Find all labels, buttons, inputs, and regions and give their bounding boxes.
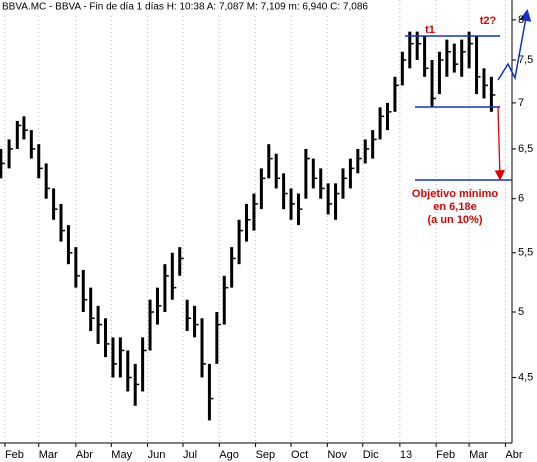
annotation: Objetivo mínimo [412,188,498,200]
x-tick-label: Feb [5,449,24,461]
annotation: t1 [425,24,435,36]
x-tick-label: Nov [327,449,347,461]
y-tick-label: 6 [518,193,524,205]
alt-arrow [497,9,532,81]
header-bg [0,0,390,13]
y-tick-label: 7 [518,97,524,109]
x-tick-label: Jun [148,449,166,461]
x-tick-label: 13 [400,449,412,461]
annotation: (a un 10%) [427,214,482,226]
y-tick-label: 6,5 [518,143,533,155]
x-tick-label: Ago [219,449,239,461]
x-tick-label: Mar [39,449,58,461]
x-tick-label: Feb [436,449,455,461]
target-arrow [494,105,505,181]
annotation: en 6,18e [433,201,476,213]
plot-area [0,0,506,443]
x-tick-label: May [111,449,132,461]
y-tick-label: 8 [518,14,524,26]
x-tick-label: Dic [363,449,379,461]
y-tick-label: 4,5 [518,371,533,383]
y-tick-label: 7,5 [518,54,533,66]
x-tick-label: Oct [291,449,308,461]
x-tick-label: Sep [256,449,276,461]
x-tick-label: Jul [183,449,197,461]
x-tick-label: Abr [505,449,522,461]
y-tick-label: 5,5 [518,247,533,259]
annotation: t2? [480,15,497,27]
header: BBVA.MC - BBVA - Fin de día 1 días H: 10… [2,2,368,13]
y-tick-label: 5 [518,306,524,318]
x-tick-label: Mar [469,449,488,461]
x-tick-label: Abr [76,449,93,461]
